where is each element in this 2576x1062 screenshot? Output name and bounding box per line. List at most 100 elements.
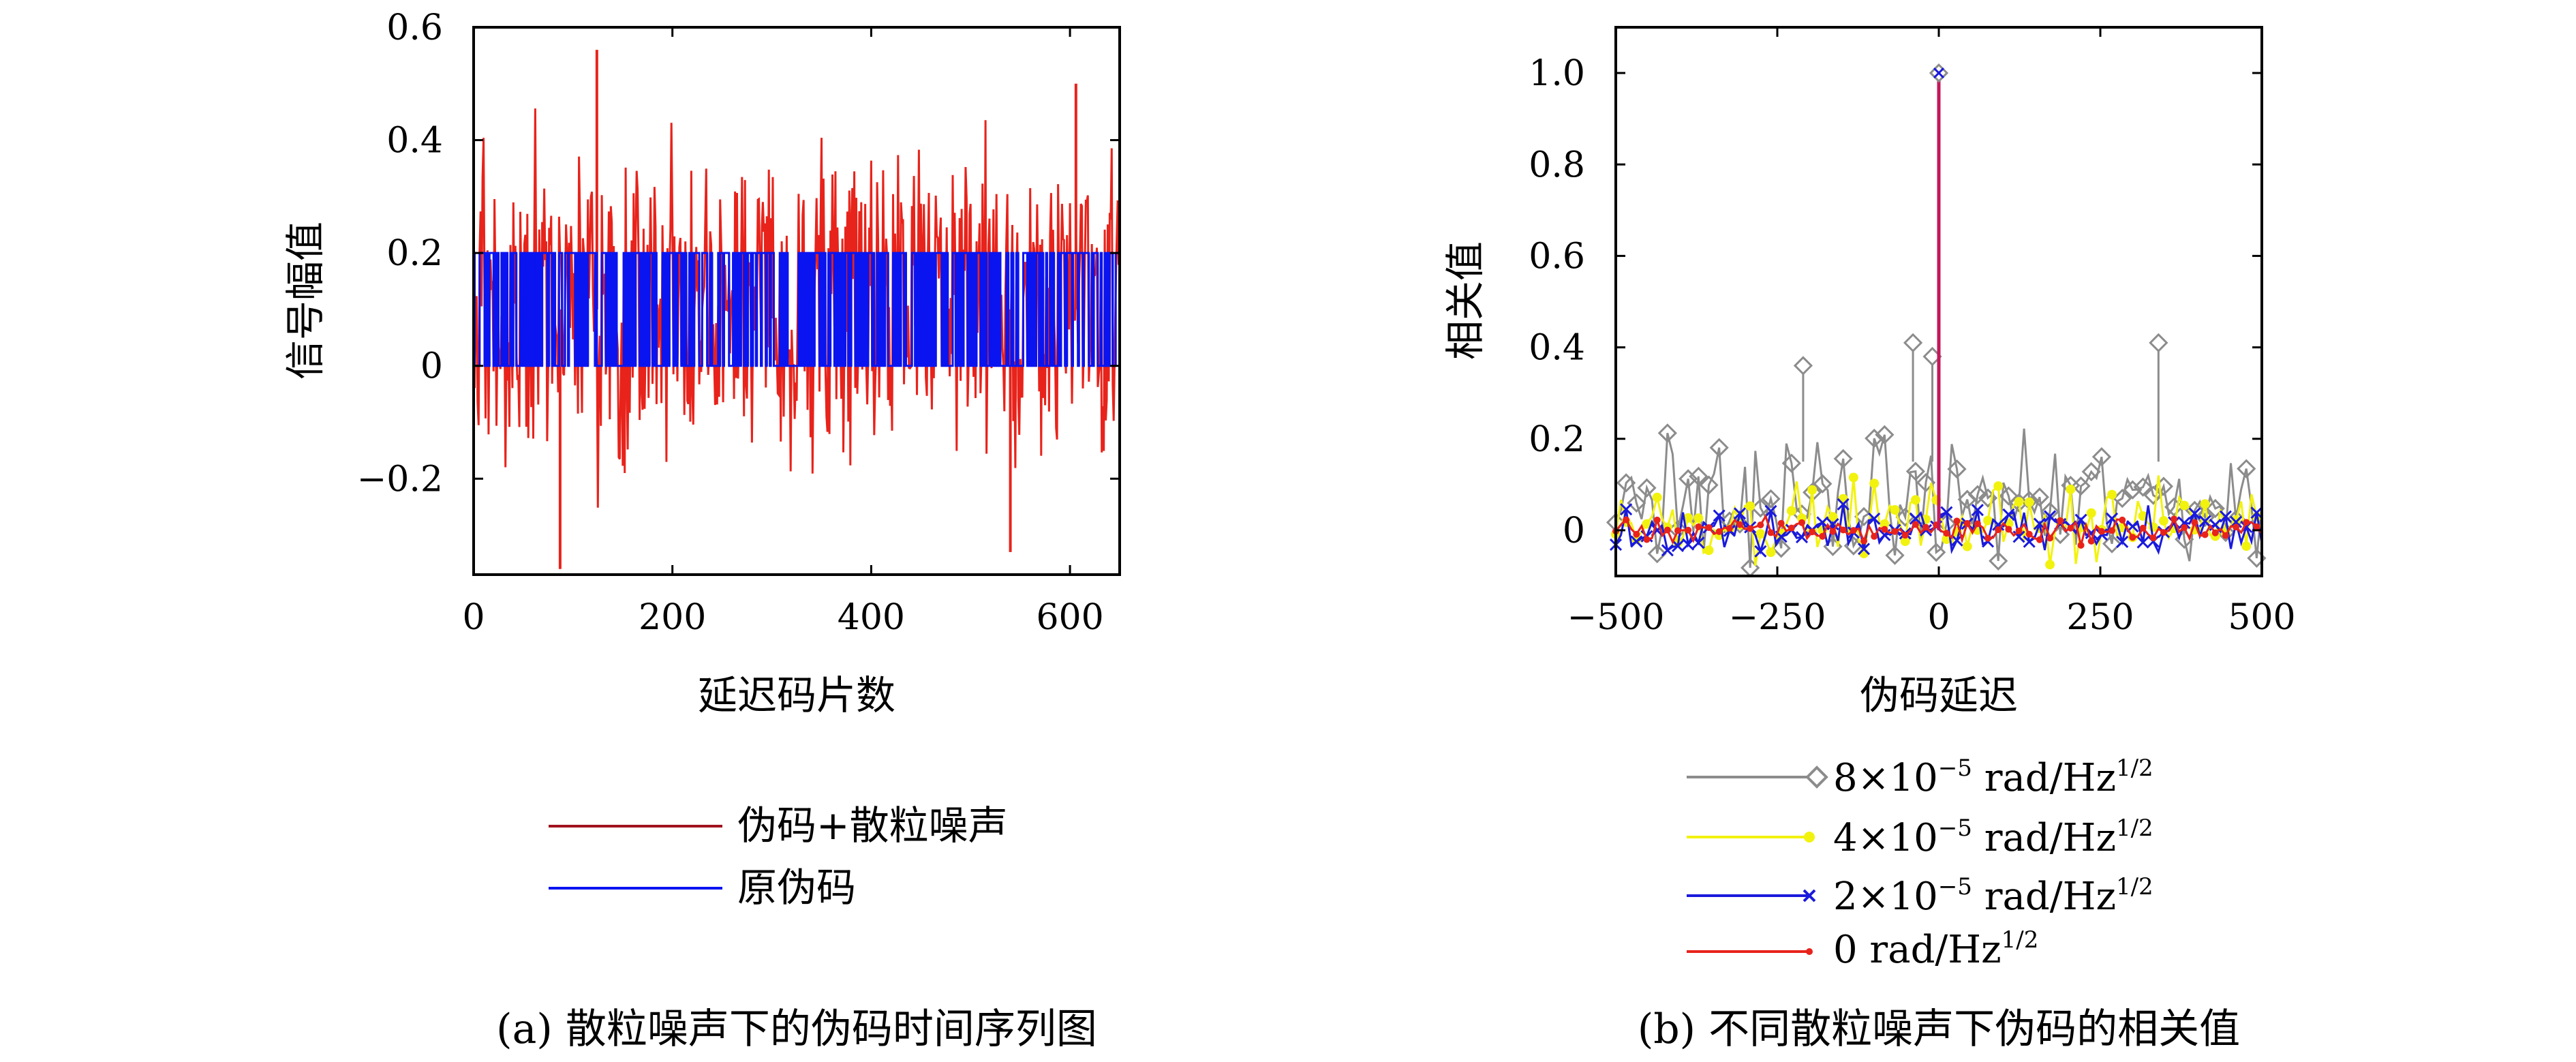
point-marker [1869, 479, 1880, 489]
point-marker [1766, 547, 1776, 558]
point-marker [1754, 545, 1767, 558]
x-axis-label-b: 伪码延迟 [1860, 672, 2018, 718]
point-marker [2107, 489, 2117, 500]
point-marker [1992, 518, 2005, 531]
point-marker [1631, 534, 1642, 545]
y-tick-label: 0 [1563, 511, 1585, 551]
point-marker [1943, 530, 1950, 537]
point-marker [2091, 447, 2112, 467]
point-marker [1788, 524, 1795, 532]
x-tick-label: −500 [1567, 597, 1665, 638]
y-tick-label: 0.6 [1529, 236, 1585, 277]
point-marker [1705, 524, 1713, 531]
point-marker [1857, 543, 1871, 556]
point-marker [2181, 524, 2188, 531]
point-marker [2147, 535, 2160, 548]
legend-a-label-1: 原伪码 [737, 864, 856, 911]
point-marker [1901, 532, 1909, 539]
point-marker [2129, 534, 2136, 541]
y-tick-label: 0.6 [386, 7, 443, 48]
point-marker [1978, 488, 1998, 508]
point-marker [1761, 489, 1781, 509]
panel-b: −500 −250 0 250 500 1.0 0.8 0.6 0.4 0.2 0 伪码延迟 相关值… [1442, 26, 2296, 1053]
point-marker [1916, 472, 1936, 493]
y-tick-label: 0.4 [1529, 328, 1585, 369]
x-tick-label: 0 [1927, 597, 1950, 638]
legend-b-label-1: 4×10−5 rad/Hz1/2 [1833, 815, 2153, 860]
point-marker [1637, 478, 1657, 498]
point-marker [2051, 524, 2070, 545]
point-marker [1993, 481, 2004, 491]
point-marker [1983, 515, 1993, 526]
point-marker [1630, 535, 1643, 548]
point-marker [1947, 459, 1967, 479]
point-marker [1755, 529, 1766, 539]
point-marker [1771, 538, 1791, 558]
point-marker [1747, 525, 1754, 532]
point-marker [2211, 529, 2219, 536]
point-marker [1833, 449, 1853, 469]
point-marker [2241, 541, 2252, 551]
point-marker [1713, 509, 1726, 522]
point-marker [1828, 512, 1838, 522]
point-marker [1868, 512, 1881, 525]
point-marker [2057, 517, 2064, 524]
point-marker [2036, 536, 2043, 543]
y-tick-label: 0.4 [386, 121, 443, 162]
x-tick-label: 200 [639, 597, 706, 638]
point-marker [2237, 459, 2256, 479]
point-marker [2081, 461, 2101, 482]
point-marker [1927, 543, 1946, 562]
point-marker [2250, 506, 2263, 519]
point-marker [1693, 513, 1704, 524]
point-marker [2066, 484, 2076, 494]
point-marker [2198, 515, 2211, 528]
point-marker [1881, 526, 1888, 533]
legend-b-label-0: 8×10−5 rad/Hz1/2 [1833, 755, 2153, 800]
point-marker [2086, 508, 2096, 518]
point-marker [2205, 498, 2225, 519]
point-marker [1905, 461, 1925, 481]
legend-b-label-3: 0 rad/Hz1/2 [1833, 926, 2038, 972]
point-marker [1695, 523, 1702, 530]
point-marker [2233, 524, 2240, 531]
point-marker [2222, 532, 2229, 539]
dot-marker-icon [1806, 948, 1813, 955]
point-marker [1767, 529, 1775, 536]
point-marker [1786, 506, 1796, 516]
peak-marker-x [1933, 67, 1945, 79]
point-marker [2015, 527, 2023, 534]
point-marker [1736, 521, 1744, 528]
point-marker [2123, 480, 2143, 500]
point-marker [2087, 537, 2095, 545]
x-tick-label: 600 [1036, 597, 1103, 638]
point-marker [2077, 541, 2085, 549]
point-marker [1880, 519, 1890, 529]
point-marker [2098, 528, 2105, 535]
ticks-b: −500 −250 0 250 500 1.0 0.8 0.6 0.4 0.2 0 [1529, 27, 2296, 638]
point-marker [2171, 515, 2178, 523]
point-marker [1989, 551, 2008, 571]
point-marker [1661, 544, 1674, 557]
point-marker [1678, 469, 1698, 489]
y-tick-label: 0.2 [1529, 419, 1585, 460]
point-marker [2067, 524, 2074, 532]
point-marker [2149, 333, 2168, 352]
point-marker [2116, 535, 2129, 549]
point-marker [1871, 532, 1878, 540]
point-marker [2231, 515, 2241, 525]
point-marker [1819, 532, 1826, 540]
point-marker [1745, 501, 1755, 511]
x-tick-label: 0 [462, 597, 485, 638]
point-marker [2158, 516, 2168, 526]
y-tick-label: 0 [420, 346, 443, 387]
point-marker [2071, 476, 2091, 496]
point-marker [1663, 526, 1671, 534]
y-axis-label-a: 信号幅值 [282, 222, 328, 380]
point-marker [1671, 539, 1685, 553]
point-marker [2200, 499, 2210, 509]
legend-a-label-0: 伪码+散粒噪声 [737, 802, 1008, 849]
point-marker [1781, 453, 1801, 473]
diamond-marker-icon [1805, 765, 1828, 789]
point-marker [2149, 534, 2157, 542]
